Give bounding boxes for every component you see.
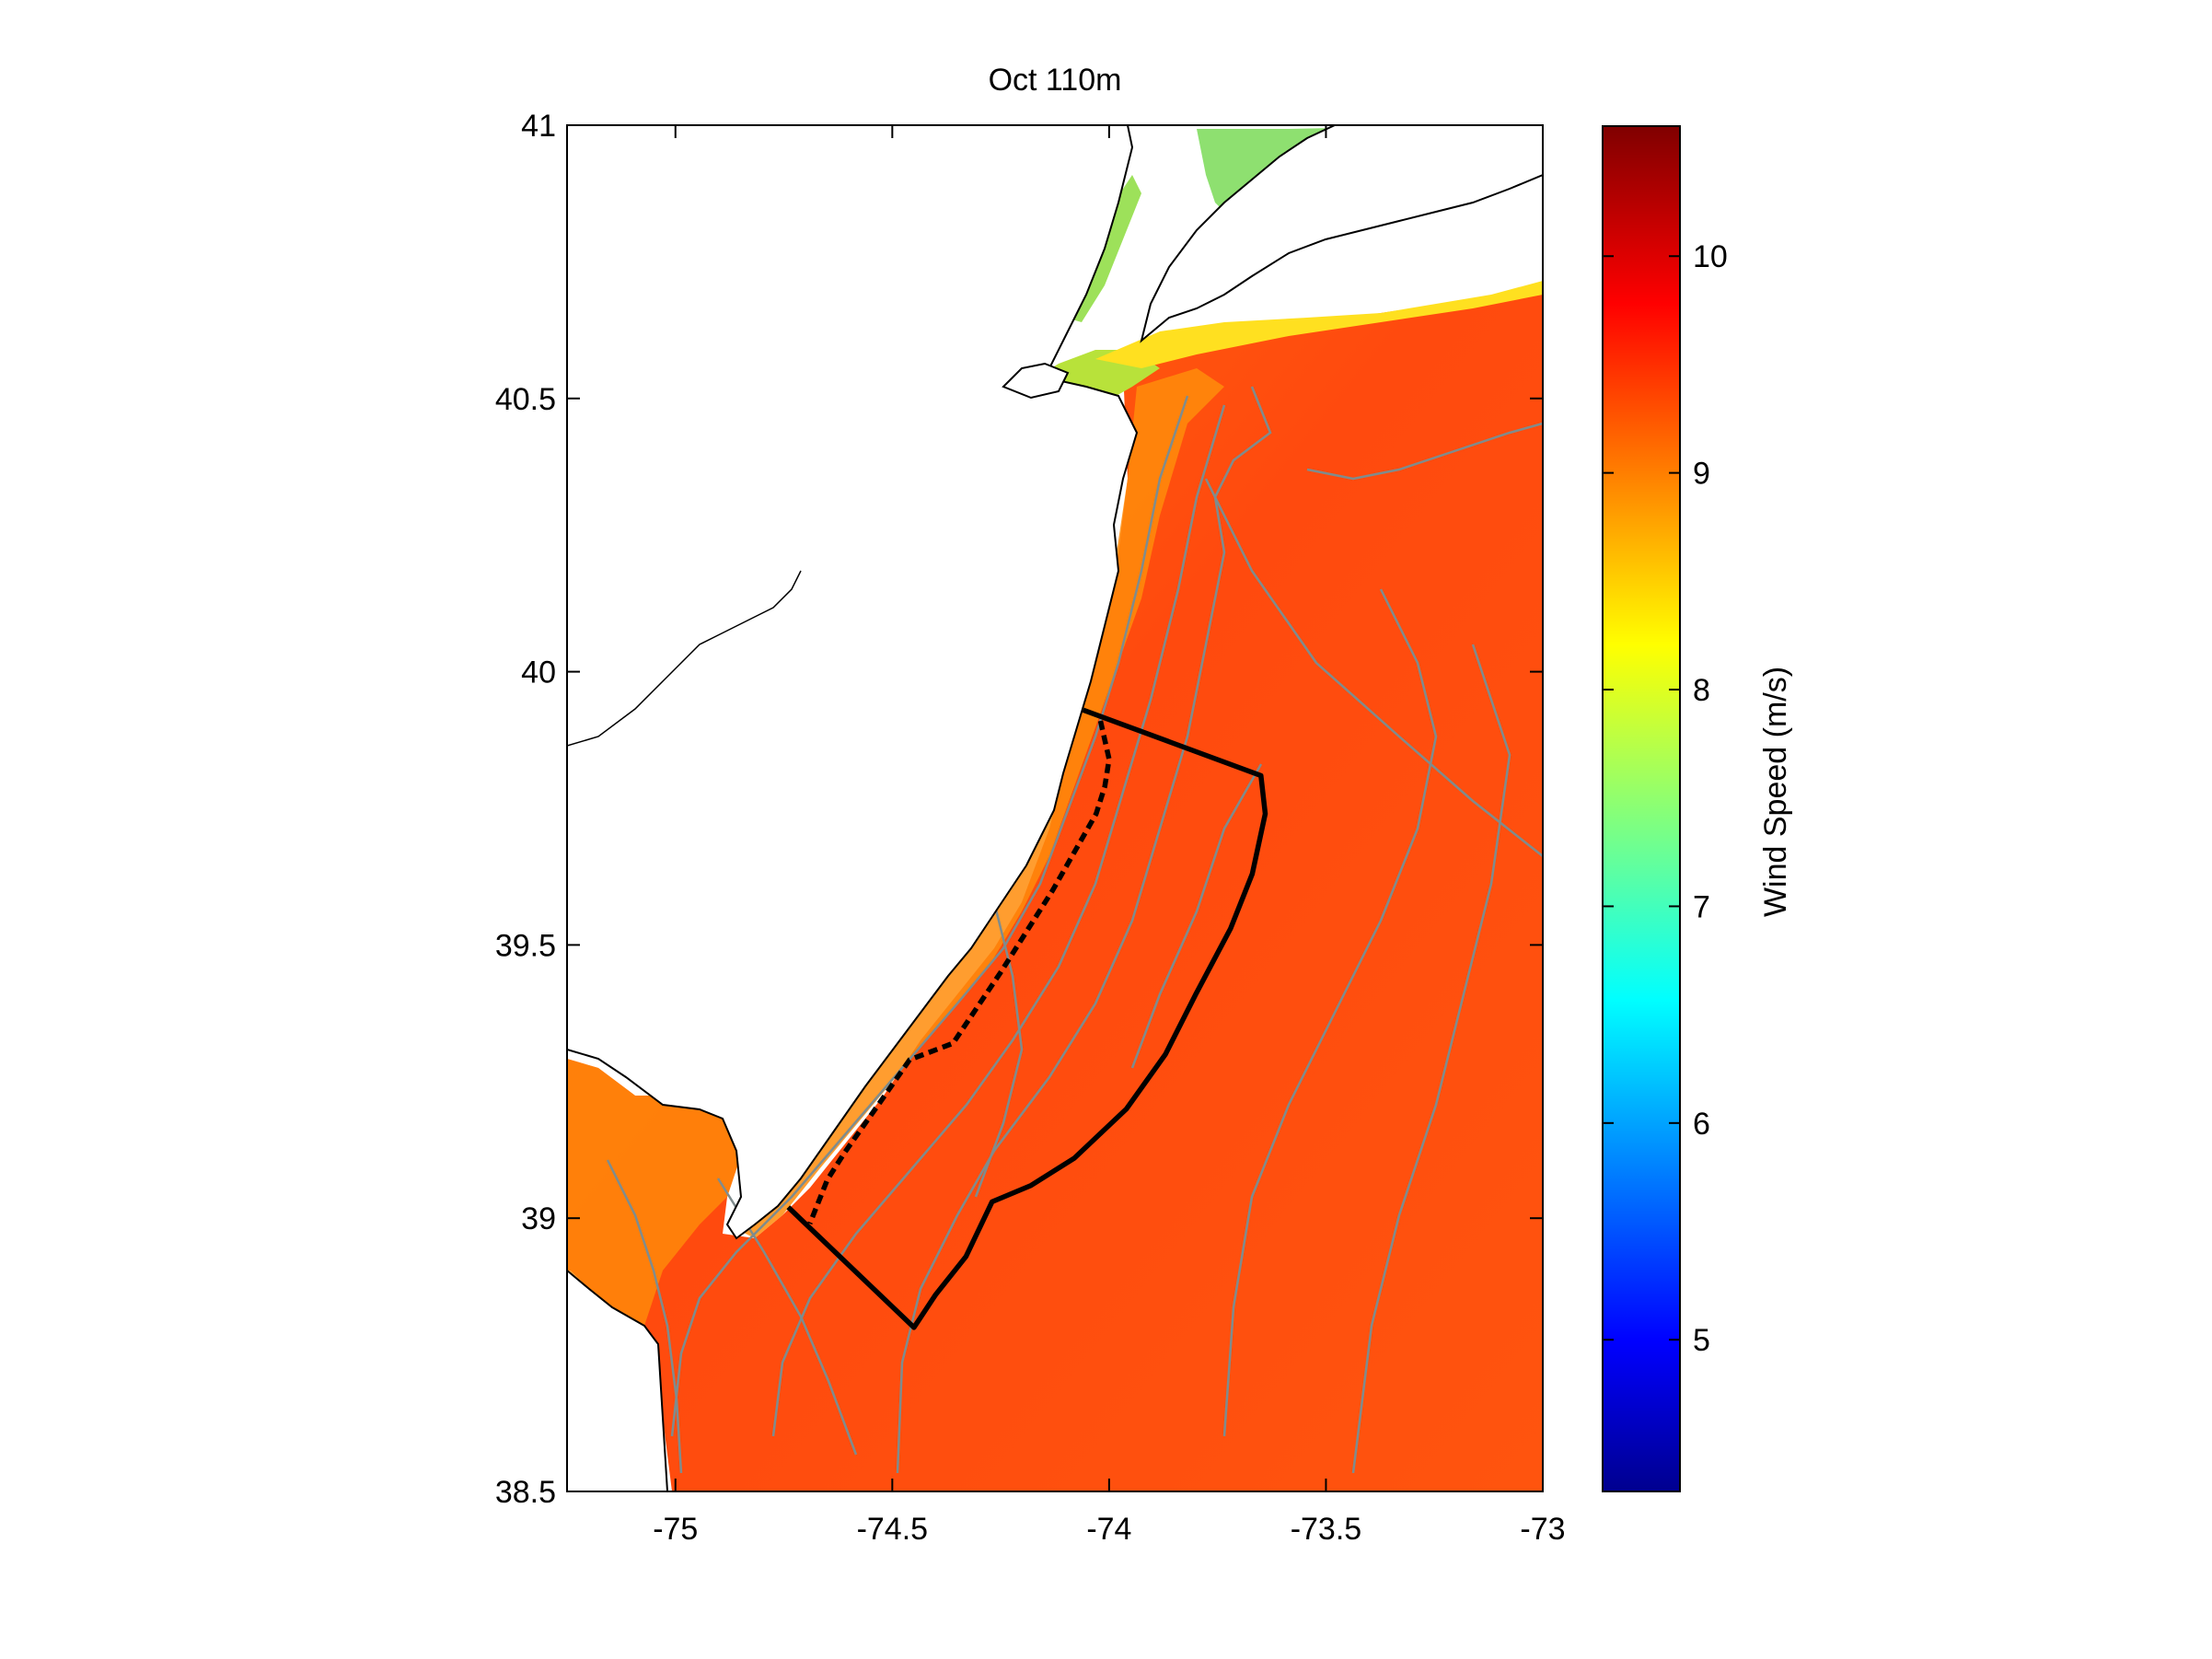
delaware-river-channel bbox=[567, 570, 802, 747]
colorbar-gradient bbox=[1602, 125, 1681, 1492]
colorbar-tick-label: 6 bbox=[1693, 1107, 1710, 1142]
x-tick-label: -74 bbox=[1086, 1512, 1131, 1547]
map-plot-area: -75 -74.5 -74 -73.5 -73 38.5 39 39.5 40 40.5 41 bbox=[495, 109, 1566, 1547]
colorbar-label: Wind Speed (m/s) bbox=[1758, 667, 1793, 917]
plot-frame bbox=[566, 124, 1544, 1492]
chart-title: Oct 110m bbox=[989, 63, 1122, 98]
y-tick-label: 40 bbox=[521, 655, 556, 690]
colorbar-tick-label: 7 bbox=[1693, 889, 1710, 924]
land-delaware bbox=[567, 1269, 669, 1491]
coastal-band bbox=[727, 368, 1224, 1238]
colorbar: 5 6 7 8 9 10 Wind Speed (m/s) bbox=[1602, 125, 1793, 1492]
nearshore-boundary-dashed bbox=[807, 720, 1112, 1225]
y-tick-label: 39 bbox=[521, 1201, 556, 1236]
colorbar-ticks: 5 6 7 8 9 10 bbox=[1603, 239, 1728, 1358]
x-tick-label: -75 bbox=[653, 1512, 698, 1547]
x-tick-label: -73.5 bbox=[1291, 1512, 1362, 1547]
y-tick-label: 41 bbox=[521, 109, 556, 144]
y-tick-label: 40.5 bbox=[495, 382, 556, 417]
bathymetry-contours bbox=[606, 386, 1543, 1474]
y-axis-ticks: 38.5 39 39.5 40 40.5 41 bbox=[495, 109, 1543, 1510]
wind-energy-area-outline bbox=[786, 707, 1268, 1330]
colorbar-tick-label: 5 bbox=[1693, 1323, 1710, 1358]
x-axis-ticks: -75 -74.5 -74 -73.5 -73 bbox=[653, 125, 1566, 1547]
land-long-island bbox=[1140, 125, 1543, 343]
land-staten-island bbox=[1002, 362, 1070, 400]
x-tick-label: -74.5 bbox=[857, 1512, 929, 1547]
x-tick-label: -73 bbox=[1520, 1512, 1565, 1547]
delaware-bay-field bbox=[567, 1059, 746, 1326]
y-tick-label: 39.5 bbox=[495, 928, 556, 963]
colorbar-tick-label: 8 bbox=[1693, 673, 1710, 708]
lower-bay-field bbox=[1095, 281, 1543, 368]
colorbar-tick-label: 10 bbox=[1693, 239, 1728, 274]
y-tick-label: 38.5 bbox=[495, 1475, 556, 1510]
colorbar-tick-label: 9 bbox=[1693, 457, 1710, 492]
